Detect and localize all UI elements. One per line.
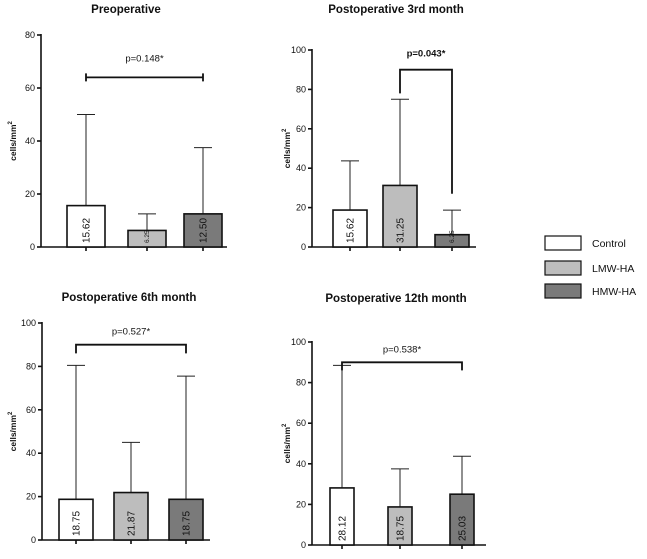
y-tick-label: 100 [291,337,306,347]
y-tick-label: 0 [31,535,36,545]
bar-lmw-ha [113,491,149,541]
legend-swatch [544,283,582,299]
bar-lmw-ha [127,229,167,248]
y-tick-label: 0 [301,540,306,550]
y-tick-label: 20 [296,203,306,213]
y-axis-label: cells/mm2 [282,128,292,168]
y-tick-label: 20 [25,189,35,199]
chart-title: Preoperative [91,4,161,16]
y-axis-label: cells/mm2 [8,411,18,451]
y-tick-label: 20 [296,499,306,509]
y-tick-label: 80 [296,84,306,94]
y-tick-label: 60 [296,124,306,134]
legend-swatch [544,235,582,251]
bar-hmw-ha [183,213,223,248]
data-label-control: 15.62 [82,218,93,243]
bar-hmw-ha [168,498,204,541]
bar-lmw-ha [382,184,418,248]
p-value-label: p=0.148* [125,53,164,64]
data-label-control: 28.12 [338,516,349,541]
y-tick-label: 60 [296,418,306,428]
y-tick-label: 80 [296,378,306,388]
y-tick-label: 80 [26,361,36,371]
bar-lmw-ha [387,506,413,546]
legend-label: Control [592,238,626,250]
chart-title: Postoperative 3rd month [328,4,463,16]
y-tick-label: 0 [301,242,306,252]
y-tick-label: 60 [25,83,35,93]
data-label-lmw-ha: 6.25 [144,230,151,243]
data-label-control: 18.75 [72,511,83,536]
legend-swatch [544,260,582,276]
p-value-label: p=0.527* [112,327,151,338]
significance-bracket [75,343,187,354]
data-label-lmw-ha: 21.87 [127,511,138,536]
y-tick-label: 20 [26,492,36,502]
chart-title: Postoperative 12th month [325,293,466,305]
y-tick-label: 0 [30,242,35,252]
bar-control [58,498,94,541]
chart-panel-2: Postoperative 3rd month 0 20 40 60 80 100 cells… [282,4,476,252]
data-label-hmw-ha: 18.75 [182,511,193,536]
bar-control [66,204,106,248]
legend: Control LMW-HA HMW-HA [544,235,636,299]
p-value-label: p=0.043* [407,49,446,60]
y-tick-label: 40 [25,136,35,146]
legend-label: HMW-HA [592,286,636,298]
legend-label: LMW-HA [592,263,634,275]
y-tick-label: 80 [25,30,35,40]
legend-item-lmw-ha: LMW-HA [544,260,634,276]
y-axis-label: cells/mm2 [8,120,18,160]
bar-control [332,209,368,248]
y-tick-label: 100 [21,318,36,328]
data-label-hmw-ha: 6.25 [449,230,456,243]
significance-bracket [341,361,463,371]
chart-panel-3: Postoperative 6th month 0 20 40 60 80 100 cells… [8,292,210,545]
p-value-label: p=0.538* [383,344,422,355]
y-tick-label: 40 [26,448,36,458]
y-tick-label: 60 [26,405,36,415]
bar-control [329,487,355,546]
bar-hmw-ha [449,493,475,546]
y-axis-label: cells/mm2 [282,423,292,463]
data-label-lmw-ha: 31.25 [396,218,407,243]
significance-bracket [399,68,453,194]
data-label-hmw-ha: 25.03 [458,516,469,541]
bar-hmw-ha [434,233,470,248]
legend-item-hmw-ha: HMW-HA [544,283,636,299]
significance-bracket [85,73,204,82]
chart-title: Postoperative 6th month [62,292,197,304]
chart-panel-4: Postoperative 12th month 0 20 40 60 80 100 cell… [282,293,486,550]
data-label-control: 15.62 [346,218,357,243]
y-tick-label: 40 [296,163,306,173]
y-tick-label: 100 [291,45,306,55]
data-label-hmw-ha: 12.50 [199,218,210,243]
legend-item-control: Control [544,235,626,251]
chart-panel-1: Preoperative 0 20 40 60 80 cells/mm2 15.62 6.25 1… [8,4,227,252]
data-label-lmw-ha: 18.75 [396,516,407,541]
y-tick-label: 40 [296,459,306,469]
